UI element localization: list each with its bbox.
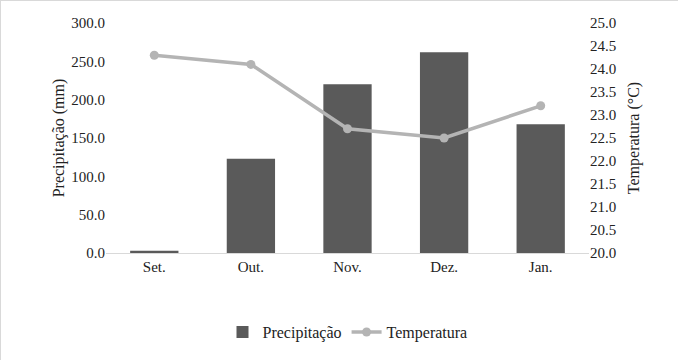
svg-text:20.0: 20.0 <box>590 245 616 261</box>
svg-text:22.0: 22.0 <box>590 153 616 169</box>
svg-text:Temperatura: Temperatura <box>387 324 468 342</box>
svg-text:250.0: 250.0 <box>71 54 105 70</box>
svg-text:Precipitação (mm): Precipitação (mm) <box>50 79 68 198</box>
svg-text:21.5: 21.5 <box>590 176 616 192</box>
svg-text:20.5: 20.5 <box>590 222 616 238</box>
svg-text:25.0: 25.0 <box>590 15 616 31</box>
svg-text:24.0: 24.0 <box>590 61 616 77</box>
svg-text:21.0: 21.0 <box>590 199 616 215</box>
svg-text:300.0: 300.0 <box>71 15 105 31</box>
svg-text:200.0: 200.0 <box>71 92 105 108</box>
svg-text:Precipitação: Precipitação <box>263 324 342 342</box>
svg-text:Set.: Set. <box>143 259 166 275</box>
svg-text:23.0: 23.0 <box>590 107 616 123</box>
svg-text:24.5: 24.5 <box>590 38 616 54</box>
svg-text:23.5: 23.5 <box>590 84 616 100</box>
svg-text:100.0: 100.0 <box>71 169 105 185</box>
svg-text:Jan.: Jan. <box>529 259 553 275</box>
svg-text:0.0: 0.0 <box>86 245 105 261</box>
svg-text:Temperatura (°C): Temperatura (°C) <box>625 82 643 194</box>
svg-text:Out.: Out. <box>238 259 264 275</box>
svg-text:Nov.: Nov. <box>333 259 362 275</box>
svg-text:22.5: 22.5 <box>590 130 616 146</box>
svg-text:Dez.: Dez. <box>430 259 458 275</box>
svg-text:150.0: 150.0 <box>71 130 105 146</box>
svg-text:50.0: 50.0 <box>79 207 105 223</box>
